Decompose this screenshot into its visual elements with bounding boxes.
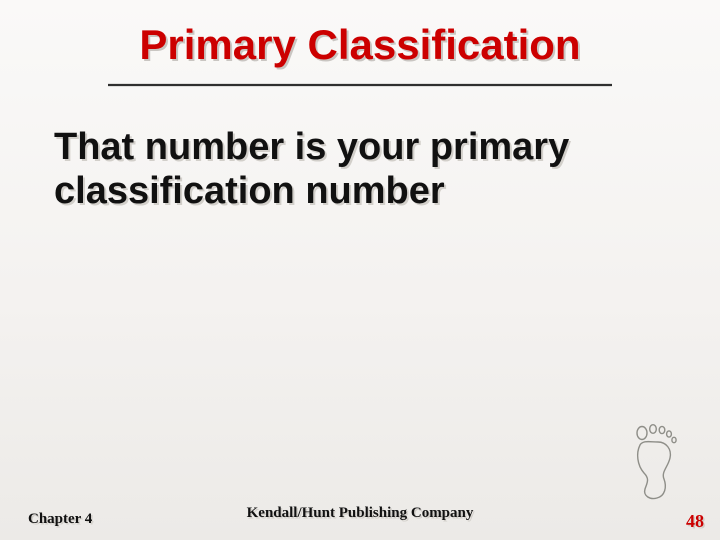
slide: Primary Classification That number is yo… xyxy=(0,0,720,540)
footprint-icon xyxy=(630,423,680,506)
divider-svg xyxy=(48,82,672,88)
slide-title: Primary Classification xyxy=(48,22,672,68)
slide-body-text: That number is your primary classificati… xyxy=(48,126,672,213)
title-underline xyxy=(48,82,672,86)
footer-publisher: Kendall/Hunt Publishing Company xyxy=(0,505,720,522)
footer-page-number: 48 xyxy=(686,511,704,532)
